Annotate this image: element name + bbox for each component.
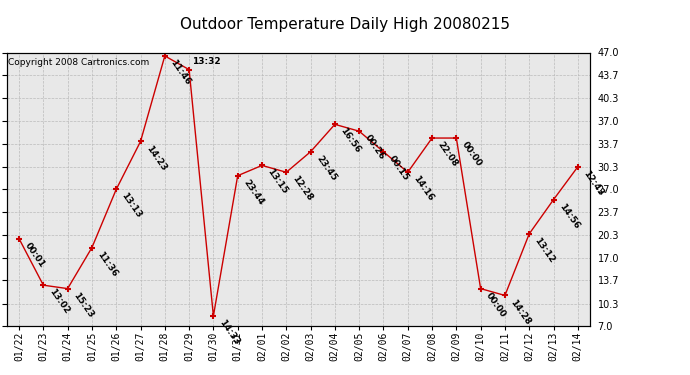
Text: 12:43: 12:43 bbox=[582, 169, 605, 198]
Text: 15:23: 15:23 bbox=[71, 291, 95, 319]
Text: 14:16: 14:16 bbox=[411, 174, 435, 203]
Text: 22:08: 22:08 bbox=[435, 140, 460, 169]
Text: 14:33: 14:33 bbox=[217, 318, 241, 347]
Text: 00:00: 00:00 bbox=[460, 140, 484, 168]
Text: 12:28: 12:28 bbox=[290, 174, 314, 203]
Text: 13:02: 13:02 bbox=[47, 287, 70, 316]
Text: Outdoor Temperature Daily High 20080215: Outdoor Temperature Daily High 20080215 bbox=[180, 17, 510, 32]
Text: 00:26: 00:26 bbox=[363, 133, 386, 162]
Text: 13:12: 13:12 bbox=[533, 236, 557, 264]
Text: 11:36: 11:36 bbox=[96, 250, 119, 278]
Text: 13:13: 13:13 bbox=[120, 191, 144, 220]
Text: Copyright 2008 Cartronics.com: Copyright 2008 Cartronics.com bbox=[8, 58, 149, 67]
Text: 13:32: 13:32 bbox=[192, 57, 221, 66]
Text: 23:44: 23:44 bbox=[241, 178, 265, 207]
Text: 14:56: 14:56 bbox=[557, 202, 581, 230]
Text: 16:56: 16:56 bbox=[339, 126, 362, 155]
Text: 00:00: 00:00 bbox=[484, 291, 508, 319]
Text: 11:46: 11:46 bbox=[168, 58, 193, 87]
Text: 00:01: 00:01 bbox=[23, 241, 46, 269]
Text: 14:23: 14:23 bbox=[144, 144, 168, 172]
Text: 14:28: 14:28 bbox=[509, 297, 533, 326]
Text: 13:15: 13:15 bbox=[266, 168, 289, 196]
Text: 00:15: 00:15 bbox=[387, 154, 411, 182]
Text: 23:45: 23:45 bbox=[314, 154, 338, 183]
